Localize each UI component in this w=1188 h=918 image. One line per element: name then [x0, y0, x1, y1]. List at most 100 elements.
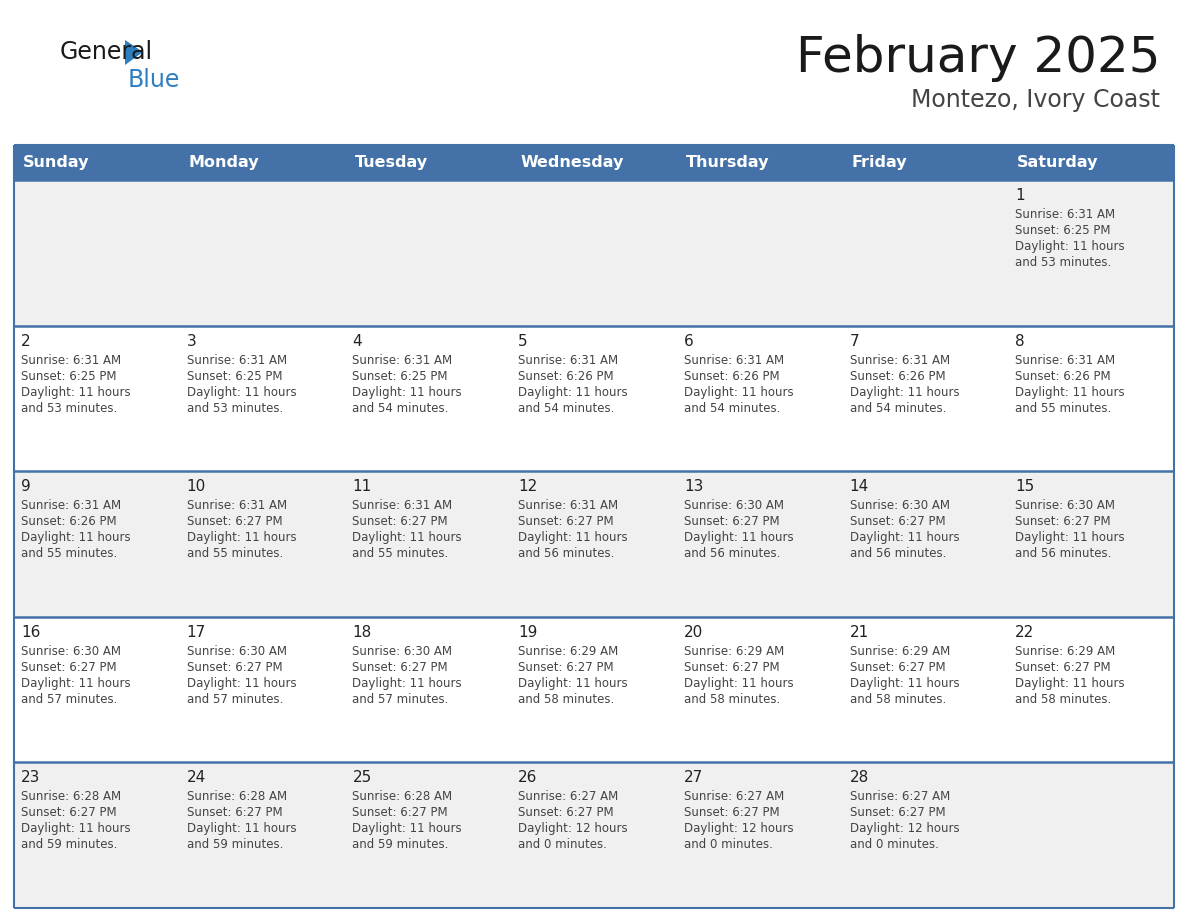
Text: and 0 minutes.: and 0 minutes.: [518, 838, 607, 851]
Text: Daylight: 12 hours: Daylight: 12 hours: [849, 823, 959, 835]
Text: 14: 14: [849, 479, 868, 494]
Text: and 53 minutes.: and 53 minutes.: [187, 401, 283, 415]
Text: and 0 minutes.: and 0 minutes.: [684, 838, 772, 851]
Text: Sunrise: 6:28 AM: Sunrise: 6:28 AM: [187, 790, 286, 803]
Text: Daylight: 11 hours: Daylight: 11 hours: [1016, 386, 1125, 398]
Bar: [14, 617, 1174, 763]
Text: Montezo, Ivory Coast: Montezo, Ivory Coast: [911, 88, 1159, 112]
Text: Sunset: 6:27 PM: Sunset: 6:27 PM: [187, 806, 283, 820]
Text: Sunset: 6:27 PM: Sunset: 6:27 PM: [187, 515, 283, 528]
Text: and 55 minutes.: and 55 minutes.: [21, 547, 118, 560]
Bar: [1009, 145, 1174, 180]
Text: and 59 minutes.: and 59 minutes.: [187, 838, 283, 851]
Text: 9: 9: [21, 479, 31, 494]
Text: Sunset: 6:27 PM: Sunset: 6:27 PM: [849, 806, 946, 820]
Text: Sunrise: 6:31 AM: Sunrise: 6:31 AM: [1016, 353, 1116, 366]
Text: and 59 minutes.: and 59 minutes.: [21, 838, 118, 851]
Text: Sunset: 6:27 PM: Sunset: 6:27 PM: [684, 661, 779, 674]
Bar: [14, 471, 1174, 617]
Text: Daylight: 11 hours: Daylight: 11 hours: [684, 386, 794, 398]
Text: Sunrise: 6:31 AM: Sunrise: 6:31 AM: [21, 499, 121, 512]
Text: Daylight: 12 hours: Daylight: 12 hours: [684, 823, 794, 835]
Text: and 53 minutes.: and 53 minutes.: [1016, 256, 1112, 269]
Bar: [346, 145, 511, 180]
Text: Sunset: 6:27 PM: Sunset: 6:27 PM: [187, 661, 283, 674]
Text: Thursday: Thursday: [685, 155, 770, 170]
Text: Sunset: 6:27 PM: Sunset: 6:27 PM: [684, 806, 779, 820]
Text: Sunset: 6:26 PM: Sunset: 6:26 PM: [684, 370, 779, 383]
Text: Daylight: 11 hours: Daylight: 11 hours: [518, 677, 627, 689]
Text: 16: 16: [21, 625, 40, 640]
Text: 20: 20: [684, 625, 703, 640]
Text: 6: 6: [684, 333, 694, 349]
Text: 22: 22: [1016, 625, 1035, 640]
Text: Sunrise: 6:31 AM: Sunrise: 6:31 AM: [518, 353, 618, 366]
Text: 25: 25: [353, 770, 372, 786]
Text: Daylight: 11 hours: Daylight: 11 hours: [353, 677, 462, 689]
Text: Daylight: 11 hours: Daylight: 11 hours: [353, 386, 462, 398]
Text: Daylight: 11 hours: Daylight: 11 hours: [684, 532, 794, 544]
Text: Sunrise: 6:30 AM: Sunrise: 6:30 AM: [849, 499, 949, 512]
Bar: [14, 763, 1174, 908]
Text: and 57 minutes.: and 57 minutes.: [353, 693, 449, 706]
Text: 11: 11: [353, 479, 372, 494]
Bar: [14, 326, 1174, 471]
Text: Sunrise: 6:29 AM: Sunrise: 6:29 AM: [684, 644, 784, 658]
Text: Sunset: 6:27 PM: Sunset: 6:27 PM: [518, 661, 614, 674]
Text: Sunset: 6:27 PM: Sunset: 6:27 PM: [353, 806, 448, 820]
Text: and 55 minutes.: and 55 minutes.: [187, 547, 283, 560]
Text: Daylight: 11 hours: Daylight: 11 hours: [849, 386, 959, 398]
Text: and 57 minutes.: and 57 minutes.: [187, 693, 283, 706]
Text: Monday: Monday: [189, 155, 259, 170]
Text: Sunrise: 6:27 AM: Sunrise: 6:27 AM: [518, 790, 619, 803]
Text: Daylight: 11 hours: Daylight: 11 hours: [21, 677, 131, 689]
Text: 17: 17: [187, 625, 206, 640]
Text: Tuesday: Tuesday: [354, 155, 428, 170]
Text: and 59 minutes.: and 59 minutes.: [353, 838, 449, 851]
Text: Daylight: 11 hours: Daylight: 11 hours: [187, 823, 296, 835]
Text: Sunset: 6:25 PM: Sunset: 6:25 PM: [1016, 224, 1111, 237]
Text: Sunrise: 6:29 AM: Sunrise: 6:29 AM: [518, 644, 619, 658]
Text: 4: 4: [353, 333, 362, 349]
Text: Sunset: 6:27 PM: Sunset: 6:27 PM: [353, 661, 448, 674]
Text: Sunset: 6:27 PM: Sunset: 6:27 PM: [849, 661, 946, 674]
Text: Sunrise: 6:31 AM: Sunrise: 6:31 AM: [1016, 208, 1116, 221]
Text: Sunrise: 6:31 AM: Sunrise: 6:31 AM: [353, 499, 453, 512]
Text: 24: 24: [187, 770, 206, 786]
Text: 28: 28: [849, 770, 868, 786]
Text: Saturday: Saturday: [1017, 155, 1099, 170]
Text: and 58 minutes.: and 58 minutes.: [684, 693, 781, 706]
Text: Daylight: 11 hours: Daylight: 11 hours: [1016, 240, 1125, 253]
Text: Sunset: 6:27 PM: Sunset: 6:27 PM: [353, 515, 448, 528]
Bar: [14, 145, 179, 180]
Text: Daylight: 11 hours: Daylight: 11 hours: [21, 386, 131, 398]
Text: Daylight: 11 hours: Daylight: 11 hours: [684, 677, 794, 689]
Text: and 54 minutes.: and 54 minutes.: [684, 401, 781, 415]
Text: Sunset: 6:25 PM: Sunset: 6:25 PM: [21, 370, 116, 383]
Text: Sunrise: 6:31 AM: Sunrise: 6:31 AM: [353, 353, 453, 366]
Text: 7: 7: [849, 333, 859, 349]
Text: 12: 12: [518, 479, 537, 494]
Text: Sunset: 6:27 PM: Sunset: 6:27 PM: [21, 661, 116, 674]
Text: and 0 minutes.: and 0 minutes.: [849, 838, 939, 851]
Text: Daylight: 12 hours: Daylight: 12 hours: [518, 823, 627, 835]
Text: and 58 minutes.: and 58 minutes.: [1016, 693, 1112, 706]
Text: Daylight: 11 hours: Daylight: 11 hours: [187, 677, 296, 689]
Text: 5: 5: [518, 333, 527, 349]
Text: 3: 3: [187, 333, 196, 349]
Text: Daylight: 11 hours: Daylight: 11 hours: [21, 532, 131, 544]
Text: Sunset: 6:26 PM: Sunset: 6:26 PM: [21, 515, 116, 528]
Bar: [842, 145, 1009, 180]
Text: Sunrise: 6:30 AM: Sunrise: 6:30 AM: [353, 644, 453, 658]
Text: Sunset: 6:26 PM: Sunset: 6:26 PM: [1016, 370, 1111, 383]
Text: Sunset: 6:27 PM: Sunset: 6:27 PM: [849, 515, 946, 528]
Text: Sunset: 6:27 PM: Sunset: 6:27 PM: [1016, 661, 1111, 674]
Text: Daylight: 11 hours: Daylight: 11 hours: [518, 386, 627, 398]
Text: 18: 18: [353, 625, 372, 640]
Text: Wednesday: Wednesday: [520, 155, 624, 170]
Text: and 55 minutes.: and 55 minutes.: [353, 547, 449, 560]
Text: Daylight: 11 hours: Daylight: 11 hours: [849, 532, 959, 544]
Text: Sunset: 6:26 PM: Sunset: 6:26 PM: [518, 370, 614, 383]
Text: Sunrise: 6:31 AM: Sunrise: 6:31 AM: [187, 353, 286, 366]
Text: Blue: Blue: [128, 68, 181, 92]
